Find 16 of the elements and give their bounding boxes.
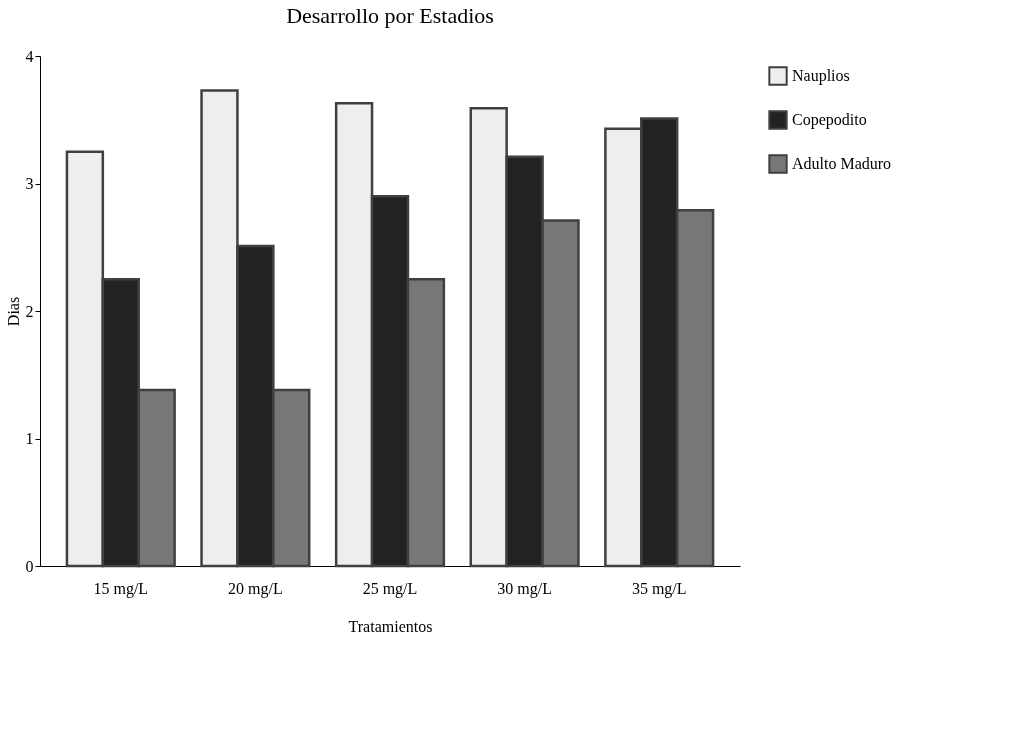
y-tick-label: 4 (25, 47, 34, 65)
x-tick-label: 20 mg/L (228, 579, 283, 598)
x-tick-label: 15 mg/L (93, 579, 149, 598)
y-tick-label: 1 (25, 430, 34, 447)
y-tick-label: 0 (25, 557, 34, 575)
y-tick-label: 3 (25, 175, 34, 192)
chart-title: Desarrollo por Estadios (286, 3, 494, 28)
legend-label: Adulto Maduro (792, 155, 892, 172)
x-tick-label: 30 mg/L (497, 579, 552, 598)
x-tick-label: 35 mg/L (631, 579, 687, 598)
y-tick-label: 2 (25, 302, 34, 320)
x-tick-label: 25 mg/L (362, 579, 418, 598)
x-axis-title: Tratamientos (348, 617, 433, 635)
legend-label: Copepodito (792, 111, 867, 129)
legend-label: Nauplios (792, 67, 850, 85)
y-axis-title: Dias (4, 296, 22, 327)
